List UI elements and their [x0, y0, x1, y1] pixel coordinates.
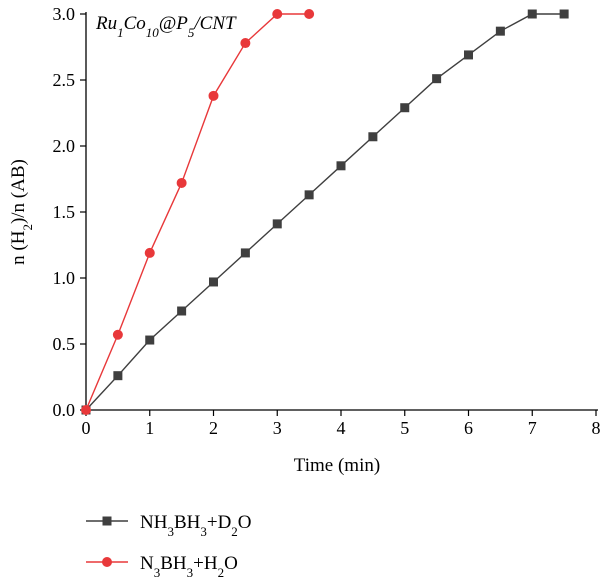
- x-tick-label: 3: [273, 418, 282, 438]
- data-point: [304, 190, 314, 200]
- data-point: [112, 329, 123, 340]
- x-tick-label: 6: [464, 418, 473, 438]
- data-point: [176, 177, 187, 188]
- data-point: [432, 74, 442, 84]
- series-line: [85, 13, 310, 411]
- series-1: [81, 9, 315, 415]
- x-tick-label: 5: [400, 418, 409, 438]
- x-tick-label: 8: [592, 418, 600, 438]
- legend: NH3BH3+D2O N3BH3+H2O: [86, 512, 252, 580]
- data-point: [81, 405, 91, 415]
- data-point: [240, 38, 251, 49]
- legend-marker: [102, 557, 112, 567]
- data-point: [209, 277, 218, 287]
- data-point: [559, 9, 569, 19]
- data-point: [240, 248, 250, 258]
- data-point: [145, 335, 155, 345]
- y-axis-label: n (H2)/n (AB): [8, 159, 35, 265]
- data-point: [495, 26, 505, 36]
- data-point: [177, 306, 187, 316]
- y-tick-label: 1.0: [53, 268, 76, 288]
- y-tick-label: 0.0: [53, 400, 76, 420]
- data-point: [336, 161, 346, 171]
- data-point: [272, 9, 283, 19]
- legend-label: N3BH3+H2O: [140, 553, 238, 580]
- x-tick-label: 0: [82, 418, 91, 438]
- y-tick-label: 2.0: [53, 136, 76, 156]
- data-point: [400, 103, 410, 113]
- chart-annotation: Ru1Co10@P5/CNT: [95, 13, 237, 40]
- legend-marker: [102, 516, 112, 526]
- data-point: [208, 90, 219, 101]
- data-point: [144, 247, 155, 258]
- data-point: [368, 132, 378, 142]
- series-line: [85, 13, 565, 411]
- x-tick-label: 4: [337, 418, 346, 438]
- legend-item: NH3BH3+D2O: [86, 512, 252, 539]
- x-tick-label: 2: [209, 418, 218, 438]
- x-axis-label: Time (min): [294, 455, 380, 476]
- plot-area: 0 1 2 3 4 5 6 7 8 0.0 0.5 1.0 1.5 2.0 2.5 3.0 Time (min)…: [8, 4, 600, 476]
- data-point: [464, 50, 473, 60]
- series-0: [81, 9, 569, 415]
- x-tick-label: 1: [145, 418, 154, 438]
- data-point: [272, 219, 282, 229]
- x-tick-label: 7: [528, 418, 537, 438]
- data-point: [304, 9, 315, 19]
- y-tick-label: 2.5: [53, 70, 76, 90]
- y-tick-label: 1.5: [53, 202, 76, 222]
- legend-label: NH3BH3+D2O: [140, 512, 252, 539]
- y-tick-label: 3.0: [53, 4, 76, 24]
- data-point: [527, 9, 537, 19]
- y-tick-label: 0.5: [53, 334, 76, 354]
- legend-item: N3BH3+H2O: [86, 553, 238, 580]
- data-point: [113, 371, 123, 381]
